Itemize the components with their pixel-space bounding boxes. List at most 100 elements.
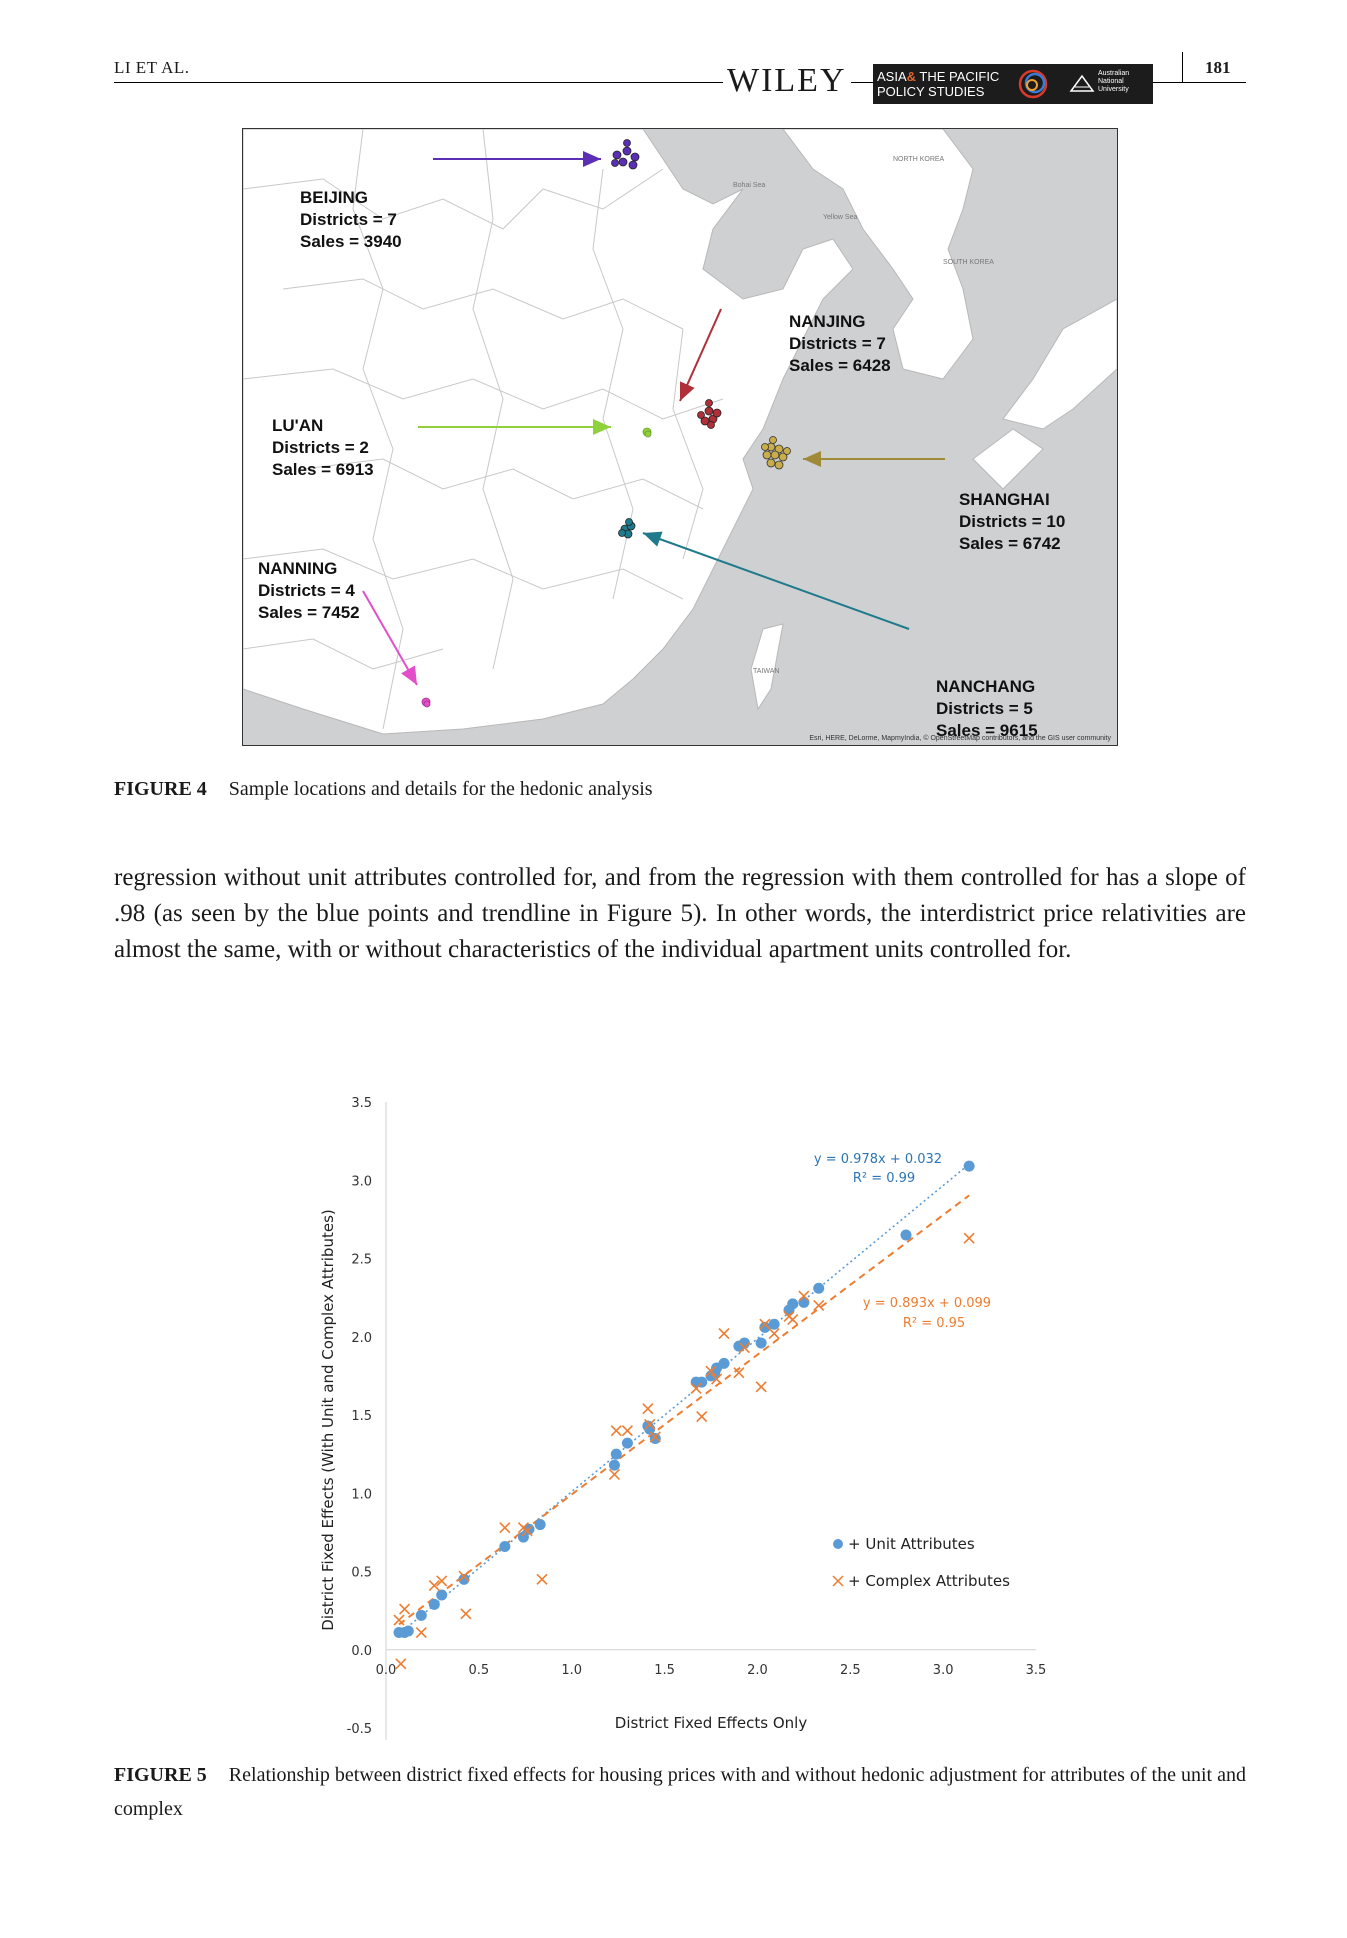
y-tick-labels: -0.5 0.0 0.5 1.0 1.5 2.0 2.5 3.0 3.5 (347, 1096, 372, 1737)
cluster-shanghai (761, 436, 791, 470)
x-tick-label: 0.5 (469, 1663, 490, 1678)
cluster-nanjing (697, 399, 722, 429)
map-basemap: NORTH KOREA SOUTH KOREA TAIWAN Bohai Sea… (243, 129, 1117, 735)
label-nanjing: NANJING Districts = 7 Sales = 6428 (789, 312, 891, 375)
data-point-unit (768, 1318, 780, 1330)
page-number: 181 (1205, 58, 1231, 77)
body-paragraph: regression without unit attributes contr… (114, 864, 1246, 963)
data-point-complex (711, 1373, 723, 1385)
data-point-complex (642, 1403, 654, 1415)
data-point-unit (718, 1357, 730, 1369)
data-point-unit (534, 1519, 546, 1531)
data-point-complex (690, 1382, 702, 1394)
data-point-unit (402, 1625, 414, 1637)
map-place-south-korea: SOUTH KOREA (943, 259, 994, 266)
header-divider (1182, 52, 1183, 82)
legend-marker-unit (833, 1539, 843, 1549)
data-point-complex (610, 1425, 622, 1437)
data-point-complex (768, 1328, 780, 1340)
journal-title-line2: POLICY STUDIES (877, 84, 985, 99)
label-nanning: NANNING Districts = 4 Sales = 7452 (258, 559, 360, 622)
x-tick-label: 0.0 (376, 1663, 397, 1678)
y-tick-label: -0.5 (347, 1722, 372, 1737)
data-point-unit (458, 1573, 470, 1585)
data-point-complex (718, 1328, 730, 1340)
cluster-nanning (421, 697, 431, 708)
journal-swirl-icon (1018, 69, 1048, 99)
data-point-unit (517, 1531, 529, 1543)
japan (1002, 298, 1117, 430)
data-point-complex (733, 1367, 745, 1379)
data-point-complex (759, 1318, 771, 1330)
data-point-unit (610, 1448, 622, 1460)
data-point-complex (963, 1232, 975, 1244)
legend: + Unit Attributes + Complex Attributes (832, 1535, 1010, 1590)
data-point-complex (428, 1580, 440, 1592)
data-point-unit (499, 1540, 511, 1552)
data-point-complex (798, 1290, 810, 1302)
map-place-north-korea: NORTH KOREA (893, 156, 945, 163)
data-point-complex (458, 1570, 470, 1582)
trendline-complex (398, 1194, 970, 1626)
arrow-nanning (362, 590, 418, 686)
data-point-unit (759, 1321, 771, 1333)
data-point-complex (521, 1525, 533, 1537)
x-tick-label: 1.5 (654, 1663, 675, 1678)
cluster-luan (642, 427, 652, 438)
data-point-complex (813, 1299, 825, 1312)
data-point-complex (608, 1468, 620, 1481)
data-point-complex (415, 1626, 427, 1639)
cluster-beijing (611, 139, 640, 170)
figure4-caption-label: FIGURE 4 (114, 778, 207, 800)
trend-r2-unit: R² = 0.99 (853, 1171, 915, 1186)
data-point-unit (755, 1337, 767, 1349)
data-point-complex (436, 1575, 448, 1587)
korean-peninsula (782, 129, 974, 380)
figure5-chart: -0.5 0.0 0.5 1.0 1.5 2.0 2.5 3.0 3.5 0.0 0.5 1.0 1.… (300, 1080, 1060, 1740)
trend-equation-complex: y = 0.893x + 0.099 (863, 1296, 991, 1311)
x-tick-labels: 0.0 0.5 1.0 1.5 2.0 2.5 3.0 3.5 (376, 1663, 1047, 1678)
data-point-complex (460, 1608, 472, 1620)
trendlines (398, 1163, 970, 1635)
label-luan: LU'AN Districts = 2 Sales = 6913 (272, 416, 374, 479)
journal-title-line1: ASIA& THE PACIFIC (877, 69, 1000, 84)
data-point-complex (755, 1381, 767, 1393)
arrow-nanjing (679, 308, 722, 402)
data-point-unit (900, 1229, 912, 1241)
data-point-unit (787, 1298, 799, 1310)
data-point-complex (536, 1573, 548, 1585)
trend-equation-unit: y = 0.978x + 0.032 (814, 1152, 942, 1167)
data-point-complex (787, 1313, 799, 1326)
legend-label-unit: + Unit Attributes (848, 1535, 975, 1553)
y-tick-label: 0.5 (351, 1566, 372, 1581)
data-point-unit (428, 1598, 440, 1610)
data-point-complex (696, 1410, 708, 1423)
series-complex-attributes (393, 1232, 975, 1670)
figure4-caption: FIGURE 4 Sample locations and details for… (114, 772, 653, 806)
data-point-complex (399, 1603, 411, 1615)
map-place-bohai-sea: Bohai Sea (733, 182, 765, 189)
data-point-complex (621, 1425, 633, 1437)
kyushu (972, 428, 1044, 490)
label-nanchang: NANCHANG Districts = 5 Sales = 9615 (936, 677, 1038, 740)
figure5-caption: FIGURE 5 Relationship between district fi… (114, 1758, 1246, 1826)
map-place-taiwan: TAIWAN (753, 668, 779, 675)
scatter-plot: -0.5 0.0 0.5 1.0 1.5 2.0 2.5 3.0 3.5 0.0 0.5 1.0 1.… (319, 1096, 1047, 1740)
data-point-complex (499, 1522, 511, 1534)
data-point-unit (798, 1296, 810, 1308)
x-tick-label: 1.0 (561, 1663, 582, 1678)
figure4-map: NORTH KOREA SOUTH KOREA TAIWAN Bohai Sea… (242, 128, 1118, 746)
data-point-unit (649, 1432, 661, 1444)
cluster-nanchang (618, 518, 636, 539)
publisher-logo: WILEY (723, 62, 851, 100)
province-borders (243, 129, 724, 730)
trend-r2-complex: R² = 0.95 (903, 1316, 965, 1331)
x-tick-label: 3.5 (1026, 1663, 1047, 1678)
data-point-complex (393, 1614, 405, 1626)
y-tick-label: 3.0 (351, 1174, 372, 1189)
y-tick-label: 2.5 (351, 1253, 372, 1268)
data-point-unit (608, 1459, 620, 1471)
y-tick-label: 0.0 (351, 1644, 372, 1659)
data-point-unit (813, 1282, 825, 1294)
data-point-unit (436, 1589, 448, 1601)
